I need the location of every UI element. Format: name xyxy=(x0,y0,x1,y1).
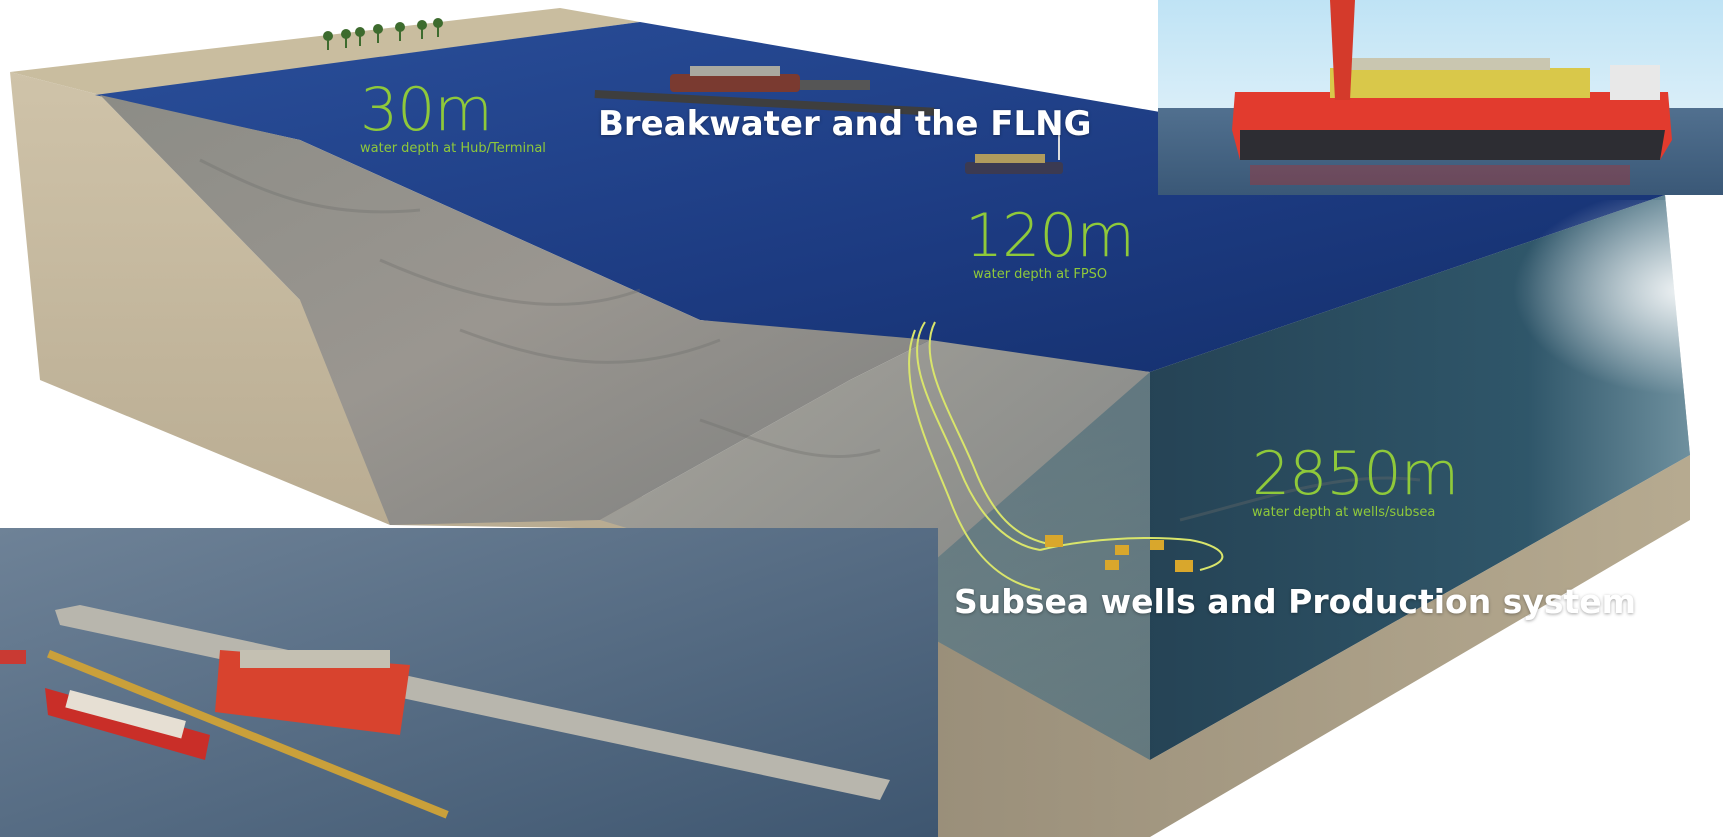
ocean-surface xyxy=(95,22,1665,372)
breakwater-inset-photo xyxy=(0,528,938,837)
seabed-texture xyxy=(199,158,1421,522)
hub-depth-value: 30m xyxy=(360,75,493,145)
wells-depth-caption: water depth at wells/subsea xyxy=(1252,505,1436,520)
front-water-face xyxy=(935,372,1150,760)
fpso-depth-caption: water depth at FPSO xyxy=(973,267,1108,282)
deep-water-glow xyxy=(1300,200,1727,460)
fpso-vessel-icon xyxy=(965,130,1063,174)
fpso-depth-label: 120m water depth at FPSO xyxy=(965,201,1135,282)
block-left-wall xyxy=(10,72,700,530)
hub-depth-caption: water depth at Hub/Terminal xyxy=(360,141,546,156)
wells-depth-label: 2850m water depth at wells/subsea xyxy=(1252,439,1459,520)
continental-shelf xyxy=(100,95,930,525)
subsea-headline: Subsea wells and Production system xyxy=(954,582,1637,621)
hub-depth-label: 30m water depth at Hub/Terminal xyxy=(360,80,546,155)
coast-land xyxy=(10,8,640,95)
front-sand-base xyxy=(935,455,1690,837)
flng-inset-photo xyxy=(1158,0,1723,195)
wells-depth-value: 2850m xyxy=(1252,439,1459,509)
terrain-block xyxy=(10,8,1727,837)
breakwater-headline: Breakwater and the FLNG xyxy=(598,104,1092,144)
fpso-depth-value: 120m xyxy=(965,201,1135,271)
subsea-well-icon xyxy=(1045,535,1193,572)
flng-vessel-icon xyxy=(594,66,935,116)
palm-tree-icon xyxy=(323,18,443,50)
subsea-flowlines xyxy=(908,321,1224,591)
